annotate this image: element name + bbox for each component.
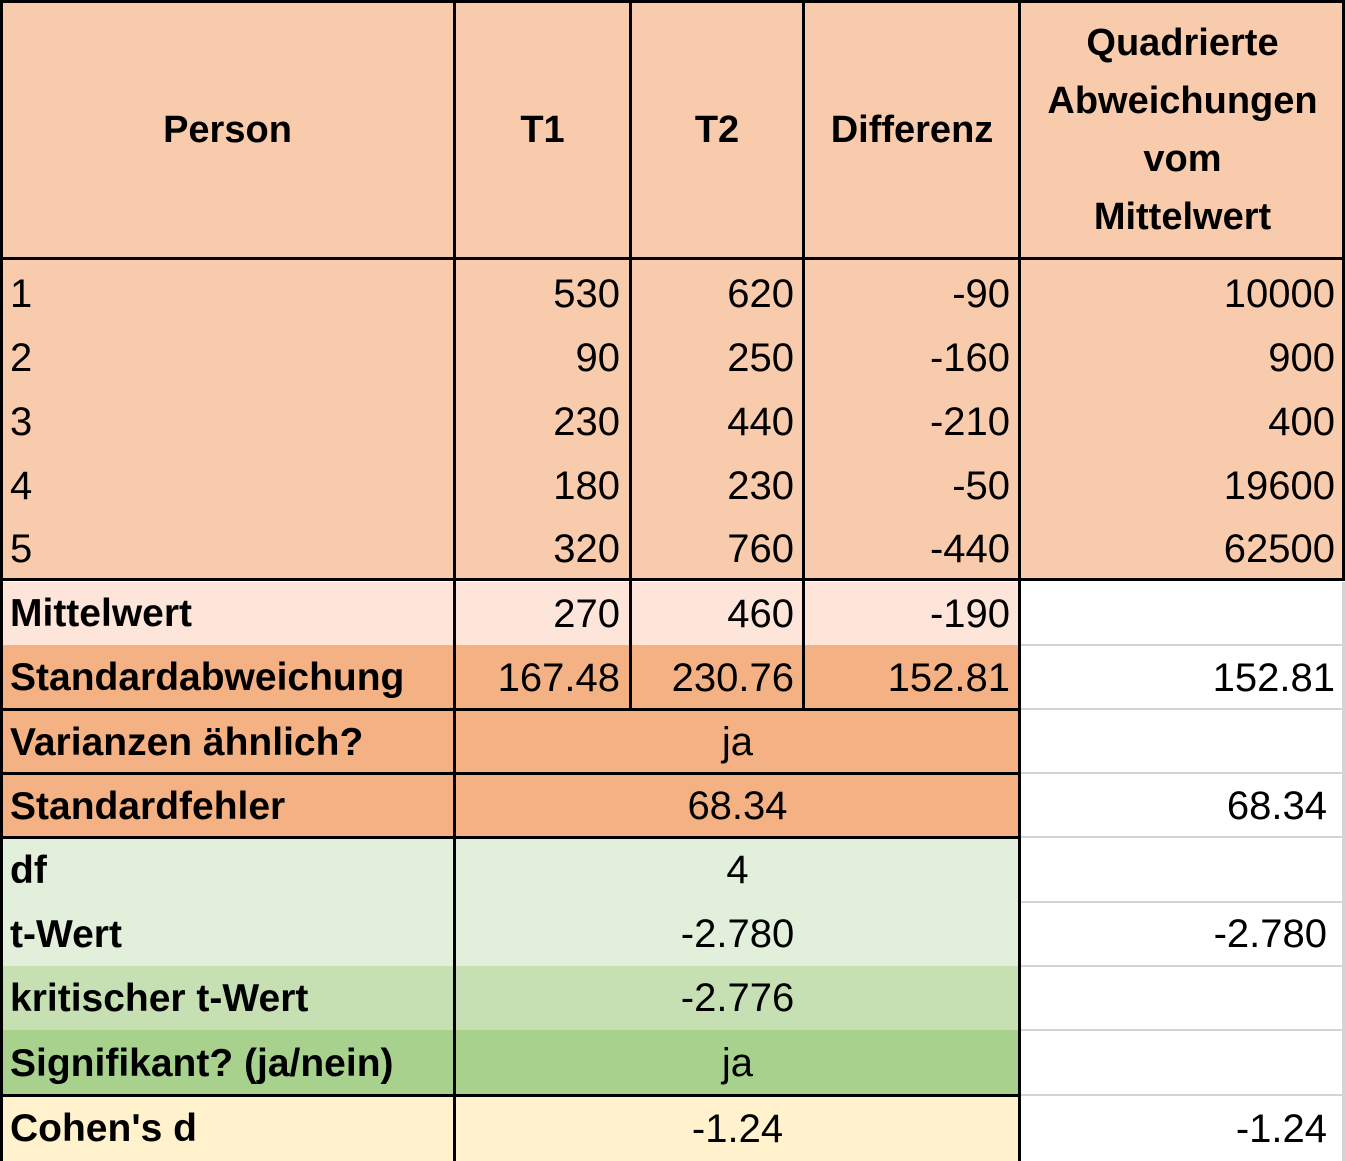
cell-diff[interactable]: -90 [804, 262, 1020, 326]
sd-t2[interactable]: 230.76 [630, 645, 804, 710]
cell-person[interactable]: 4 [0, 454, 455, 518]
border [629, 0, 632, 710]
mean-t2[interactable]: 460 [630, 582, 804, 645]
cell-sq[interactable]: 900 [1020, 326, 1345, 390]
border [1342, 0, 1345, 580]
border [802, 0, 805, 710]
border [0, 0, 3, 1161]
tcrit-value[interactable]: -2.776 [455, 966, 1020, 1030]
cell-person[interactable]: 1 [0, 262, 455, 326]
sig-side-empty[interactable] [1020, 1030, 1345, 1096]
label-df[interactable]: df [0, 838, 455, 902]
header-person[interactable]: Person [0, 0, 455, 260]
border [453, 0, 456, 1161]
cell-diff[interactable]: -160 [804, 326, 1020, 390]
border [1018, 0, 1021, 1161]
header-squared-deviations[interactable]: Quadrierte Abweichungen vom Mittelwert [1020, 0, 1345, 260]
border [0, 257, 1345, 260]
cell-t2[interactable]: 250 [630, 326, 804, 390]
cell-t1[interactable]: 320 [455, 518, 630, 580]
label-cohens-d[interactable]: Cohen's d [0, 1096, 455, 1161]
se-side[interactable]: 68.34 [1020, 774, 1345, 838]
header-sq-line-4: Mittelwert [1093, 196, 1272, 238]
cell-sq[interactable]: 10000 [1020, 262, 1345, 326]
label-signifikant[interactable]: Signifikant? (ja/nein) [0, 1030, 455, 1096]
cell-sq[interactable]: 400 [1020, 390, 1345, 454]
cell-diff[interactable]: -50 [804, 454, 1020, 518]
border [0, 772, 1020, 775]
d-side[interactable]: -1.24 [1020, 1096, 1345, 1161]
mean-t1[interactable]: 270 [455, 582, 630, 645]
cell-diff[interactable]: -210 [804, 390, 1020, 454]
header-differenz[interactable]: Differenz [804, 0, 1020, 260]
mean-side-empty[interactable] [1020, 582, 1345, 645]
mean-diff[interactable]: -190 [804, 582, 1020, 645]
gridline [1020, 1094, 1345, 1096]
label-standardfehler[interactable]: Standardfehler [0, 774, 455, 838]
header-t2[interactable]: T2 [630, 0, 804, 260]
cell-diff[interactable]: -440 [804, 518, 1020, 580]
cell-person[interactable]: 3 [0, 390, 455, 454]
label-t-wert[interactable]: t-Wert [0, 902, 455, 966]
df-value[interactable]: 4 [455, 838, 1020, 902]
t-value[interactable]: -2.780 [455, 902, 1020, 966]
cell-t1[interactable]: 530 [455, 262, 630, 326]
se-value[interactable]: 68.34 [455, 774, 1020, 838]
cell-t1[interactable]: 90 [455, 326, 630, 390]
label-mittelwert[interactable]: Mittelwert [0, 582, 455, 645]
cell-t1[interactable]: 230 [455, 390, 630, 454]
label-varianzen-aehnlich[interactable]: Varianzen ähnlich? [0, 710, 455, 774]
sd-t1[interactable]: 167.48 [455, 645, 630, 710]
sd-diff[interactable]: 152.81 [804, 645, 1020, 710]
tcrit-side-empty[interactable] [1020, 966, 1345, 1030]
cell-t2[interactable]: 620 [630, 262, 804, 326]
border [0, 1094, 1020, 1097]
cell-t1[interactable]: 180 [455, 454, 630, 518]
header-sq-line-1: Quadrierte [1086, 22, 1279, 64]
cell-person[interactable]: 2 [0, 326, 455, 390]
gridline [1020, 708, 1345, 710]
border [0, 836, 1020, 839]
gridline [1342, 582, 1345, 1161]
cell-t2[interactable]: 440 [630, 390, 804, 454]
gridline [1020, 772, 1345, 774]
cell-person[interactable]: 5 [0, 518, 455, 580]
d-value[interactable]: -1.24 [455, 1096, 1020, 1161]
gridline [1020, 965, 1345, 967]
cell-t2[interactable]: 760 [630, 518, 804, 580]
cell-sq[interactable]: 62500 [1020, 518, 1345, 580]
gridline [1020, 901, 1345, 903]
gridline [1020, 836, 1345, 838]
gridline [1020, 644, 1345, 646]
label-kritischer-t-wert[interactable]: kritischer t-Wert [0, 966, 455, 1030]
cell-t2[interactable]: 230 [630, 454, 804, 518]
cell-sq[interactable]: 19600 [1020, 454, 1345, 518]
t-side[interactable]: -2.780 [1020, 902, 1345, 966]
border [0, 708, 1020, 711]
border [0, 0, 1345, 3]
df-side-empty[interactable] [1020, 838, 1345, 902]
label-standardabweichung[interactable]: Standardabweichung [0, 645, 455, 710]
header-sq-line-2: Abweichungen [1047, 80, 1318, 122]
var-value[interactable]: ja [455, 710, 1020, 774]
header-sq-line-3: vom [1143, 138, 1222, 180]
border [0, 578, 1345, 581]
header-t1[interactable]: T1 [455, 0, 630, 260]
sig-value[interactable]: ja [455, 1030, 1020, 1096]
sd-side[interactable]: 152.81 [1020, 645, 1345, 710]
gridline [1020, 1029, 1345, 1031]
var-side-empty[interactable] [1020, 710, 1345, 774]
